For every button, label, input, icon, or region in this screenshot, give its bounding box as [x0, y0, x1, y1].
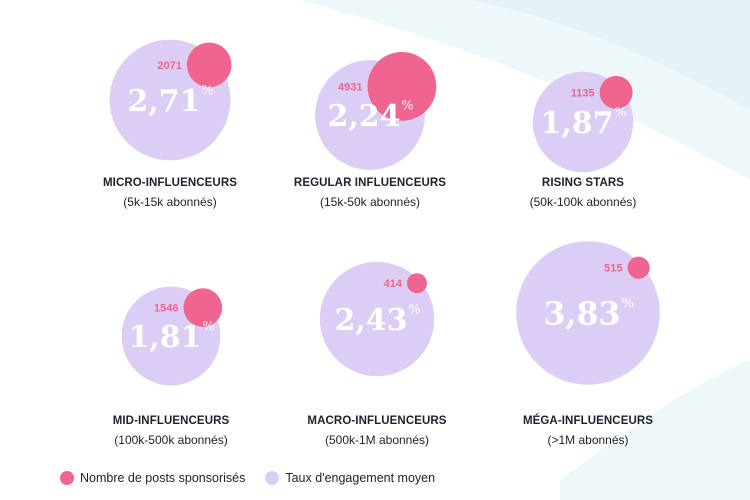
category-range: (15k-50k abonnés)	[319, 195, 421, 209]
posts-bubble	[407, 273, 427, 294]
category-name: RISING STARS	[541, 177, 625, 189]
category-label: MID-INFLUENCEURS (100k-500k abonnés)	[71, 412, 271, 450]
category-label: REGULAR INFLUENCEURS (15k-50k abonnés)	[270, 174, 470, 212]
engagement-bubble	[319, 261, 435, 377]
category-range: (5k-15k abonnés)	[123, 195, 217, 209]
percent-symbol: %	[402, 98, 414, 113]
legend-posts-label: Nombre de posts sponsorisés	[80, 471, 246, 485]
posts-count-label: 515	[604, 263, 622, 275]
category-label: RISING STARS (50k-100k abonnés)	[483, 174, 683, 212]
category-range: (100k-500k abonnés)	[114, 433, 228, 447]
posts-count-label: 1135	[571, 87, 595, 99]
category-label: MACRO-INFLUENCEURS (500k-1M abonnés)	[277, 412, 477, 450]
category-range: (50k-100k abonnés)	[529, 195, 637, 209]
category-name: REGULAR INFLUENCEURS	[293, 177, 447, 189]
posts-count-label: 2071	[157, 60, 181, 72]
posts-count-label: 414	[384, 278, 403, 290]
category-range: (>1M abonnés)	[547, 433, 629, 447]
posts-count-label: 4931	[338, 81, 362, 93]
engagement-value-label: 2,43	[334, 303, 407, 338]
bubble-group: 515 3,83%	[516, 241, 660, 385]
category-range: (500k-1M abonnés)	[324, 433, 430, 447]
percent-symbol: %	[202, 83, 214, 98]
posts-bubble	[627, 256, 650, 279]
category-name: MICRO-INFLUENCEURS	[102, 177, 238, 189]
posts-count-label: 1546	[154, 303, 178, 315]
category-name: MID-INFLUENCEURS	[112, 415, 230, 427]
bubble-chart: 2071 2,71% 4931 2,24 % 1135 1,87 % 1546 1,81 % 414 2…	[109, 39, 660, 386]
legend-item-posts: Nombre de posts sponsorisés	[60, 471, 245, 485]
posts-bubble	[183, 288, 223, 327]
bubble-group: 2071 2,71%	[109, 39, 232, 161]
bubble-group: 1135 1,87%	[532, 71, 634, 173]
percent-symbol: %	[615, 105, 627, 120]
percent-symbol: %	[409, 302, 421, 317]
posts-bubble	[367, 52, 437, 121]
legend-item-engagement: Taux d'engagement moyen	[265, 471, 435, 485]
percent-symbol: %	[203, 319, 215, 334]
posts-bubble	[599, 75, 633, 109]
engagement-bubble	[516, 241, 660, 385]
bubble-group: 4931 2,24%	[315, 52, 437, 170]
percent-symbol: %	[622, 296, 635, 311]
engagement-value-label: 1,81	[128, 320, 201, 355]
legend-engagement-swatch	[265, 471, 280, 485]
bubble-group: 414 2,43%	[319, 261, 435, 377]
legend-posts-swatch	[60, 471, 74, 485]
engagement-value-label: 1,87	[540, 106, 613, 141]
engagement-value-label: 3,83	[544, 295, 621, 332]
category-name: MACRO-INFLUENCEURS	[307, 415, 447, 427]
engagement-value-label: 2,24	[327, 99, 400, 134]
legend: Nombre de posts sponsorisés Taux d'engag…	[60, 471, 455, 485]
bubble-group: 1546 1,81%	[121, 286, 223, 386]
category-label: MÉGA-INFLUENCEURS (>1M abonnés)	[488, 412, 688, 450]
legend-engagement-label: Taux d'engagement moyen	[285, 471, 436, 485]
category-label: MICRO-INFLUENCEURS (5k-15k abonnés)	[70, 174, 270, 212]
posts-bubble	[186, 42, 232, 88]
category-name: MÉGA-INFLUENCEURS	[522, 415, 654, 427]
engagement-value-label: 2,71	[127, 84, 200, 119]
